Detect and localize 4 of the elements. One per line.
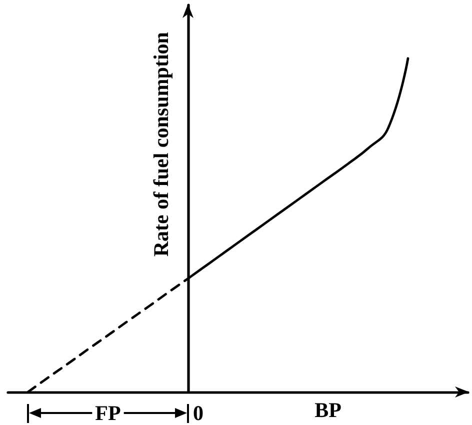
x-axis-title: BP xyxy=(314,398,342,422)
y-axis-title: Rate of fuel consumption xyxy=(149,32,173,257)
text: 0 xyxy=(193,401,204,425)
text: FP xyxy=(95,401,121,425)
